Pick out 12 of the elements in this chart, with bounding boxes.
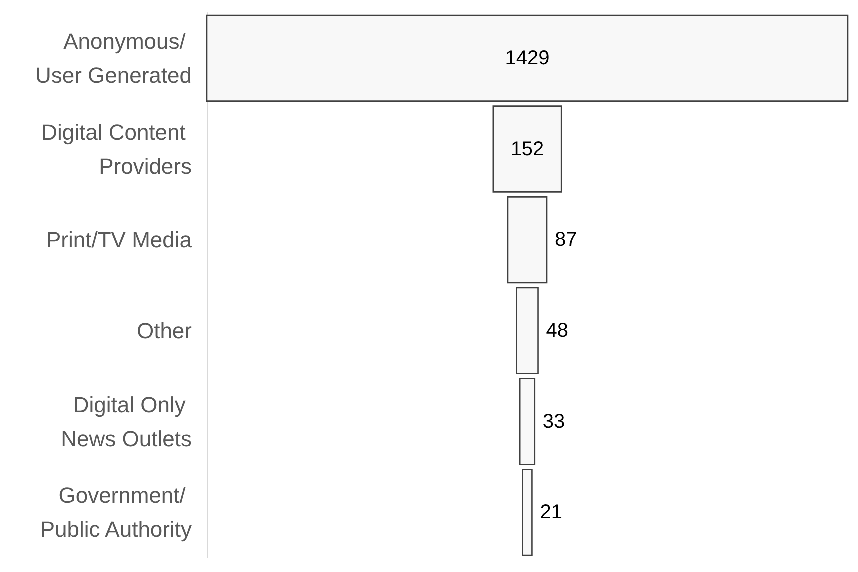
data-label: 21 bbox=[540, 502, 562, 524]
category-label: Government/ Public Authority bbox=[40, 483, 192, 542]
category-label: Digital Only News Outlets bbox=[61, 392, 192, 452]
data-label: 87 bbox=[555, 229, 578, 252]
data-label: 33 bbox=[542, 410, 566, 433]
data-label: 48 bbox=[546, 320, 569, 342]
data-label: 1429 bbox=[505, 47, 550, 70]
data-label: 152 bbox=[510, 138, 544, 160]
category-label: Print/TV Media bbox=[46, 228, 193, 253]
category-label: Other bbox=[136, 318, 192, 344]
category-label: Digital Content Providers bbox=[42, 120, 192, 179]
category-label: Anonymous/ User Generated bbox=[35, 28, 192, 88]
